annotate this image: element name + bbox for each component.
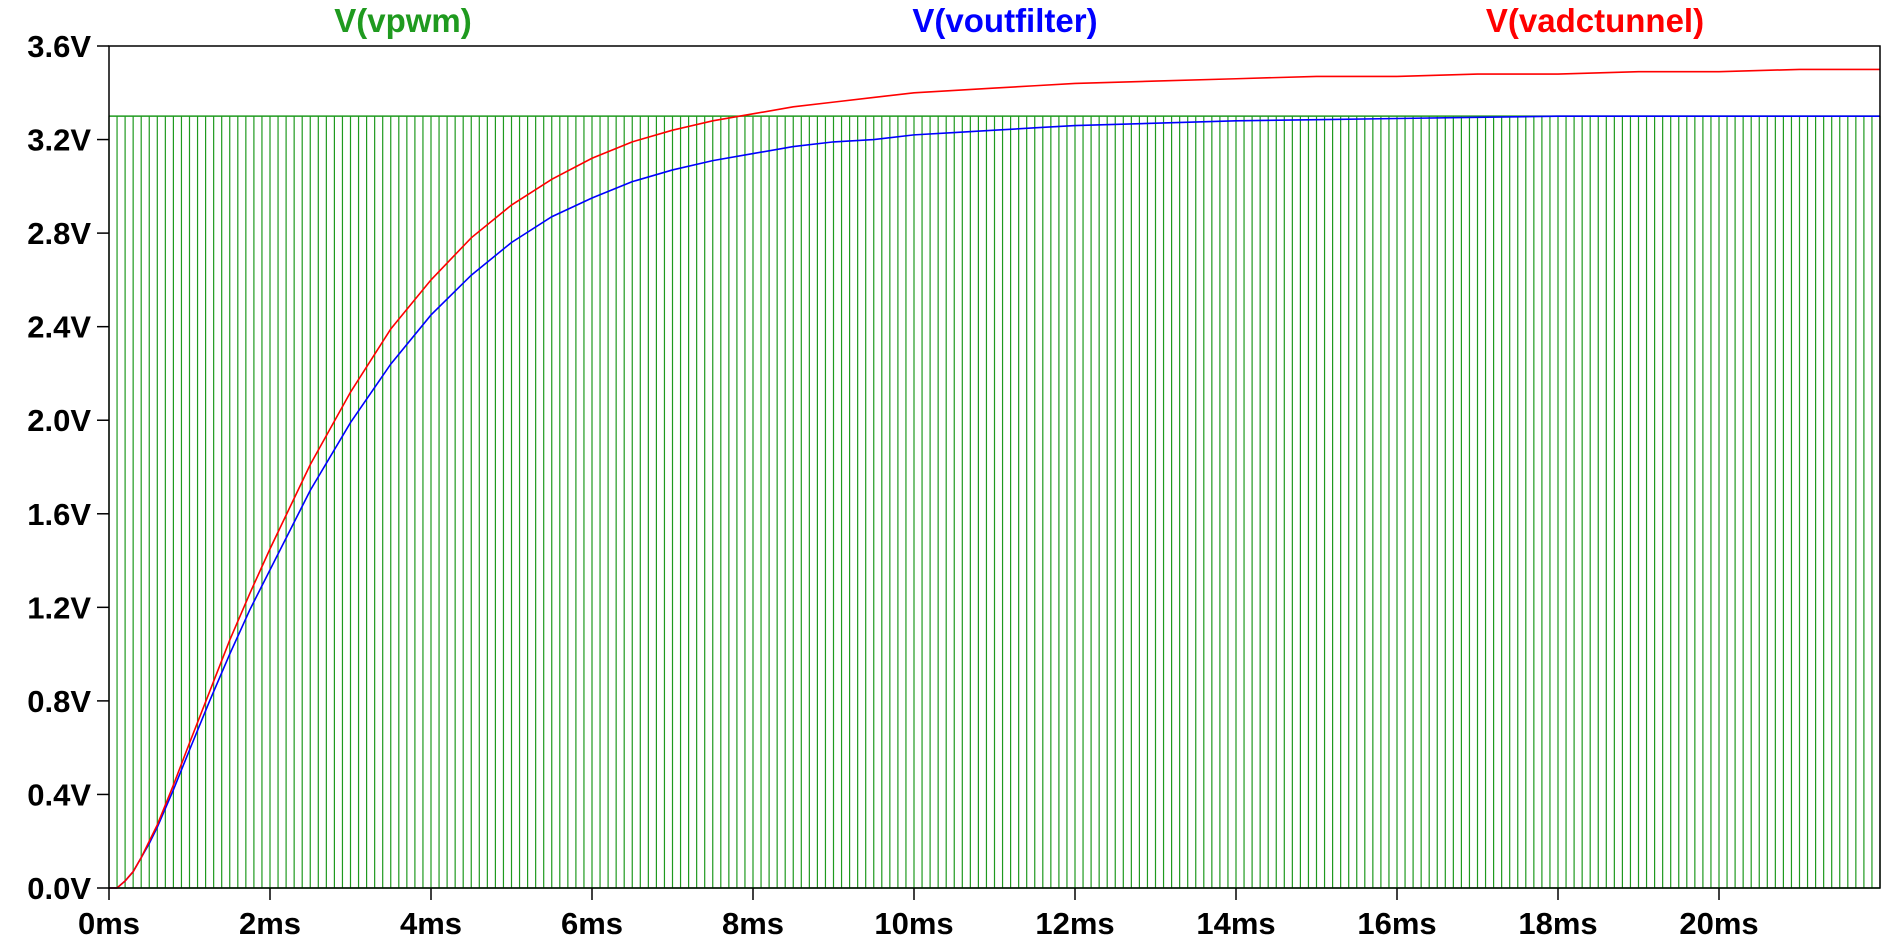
x-tick-label: 12ms: [1035, 906, 1114, 941]
y-tick-label: 3.6V: [27, 29, 91, 64]
series-line-2: [109, 68, 1880, 889]
legend-entry-0: V(vpwm): [334, 2, 472, 39]
x-tick-label: 8ms: [722, 906, 784, 941]
y-tick-label: 3.2V: [27, 123, 91, 158]
series-line-1: [109, 115, 1880, 889]
pwm-waveform-layer: [108, 115, 1881, 889]
x-tick-label: 20ms: [1679, 906, 1758, 941]
y-tick-label: 0.0V: [27, 871, 91, 906]
series-lines-layer: [109, 68, 1880, 889]
legend-entry-2: V(vadctunnel): [1486, 2, 1704, 39]
legend-entry-1: V(voutfilter): [912, 2, 1097, 39]
y-tick-label: 2.0V: [27, 403, 91, 438]
plot-frame: [108, 45, 1881, 889]
y-tick-label: 0.8V: [27, 684, 91, 719]
y-tick-label: 1.2V: [27, 590, 91, 625]
x-tick-label: 4ms: [400, 906, 462, 941]
y-axis: 0.0V 0.4V 0.8V 1.2V 1.6V 2.0V 2.4V 2.8V 3.2V 3.6V: [27, 29, 109, 906]
y-tick-label: 2.4V: [27, 310, 91, 345]
y-tick-label: 2.8V: [27, 216, 91, 251]
x-tick-label: 14ms: [1196, 906, 1275, 941]
legend: V(vpwm) V(voutfilter) V(vadctunnel): [334, 2, 1704, 39]
x-tick-label: 18ms: [1518, 906, 1597, 941]
x-tick-label: 16ms: [1357, 906, 1436, 941]
x-tick-label: 0ms: [78, 906, 140, 941]
pwm-pulses: [108, 116, 1881, 888]
x-tick-label: 2ms: [239, 906, 301, 941]
y-tick-label: 1.6V: [27, 497, 91, 532]
y-tick-label: 0.4V: [27, 777, 91, 812]
x-axis: 0ms 2ms 4ms 6ms 8ms 10ms 12ms 14ms 16ms 18ms 20ms: [78, 888, 1759, 941]
x-tick-label: 6ms: [561, 906, 623, 941]
x-tick-label: 10ms: [874, 906, 953, 941]
